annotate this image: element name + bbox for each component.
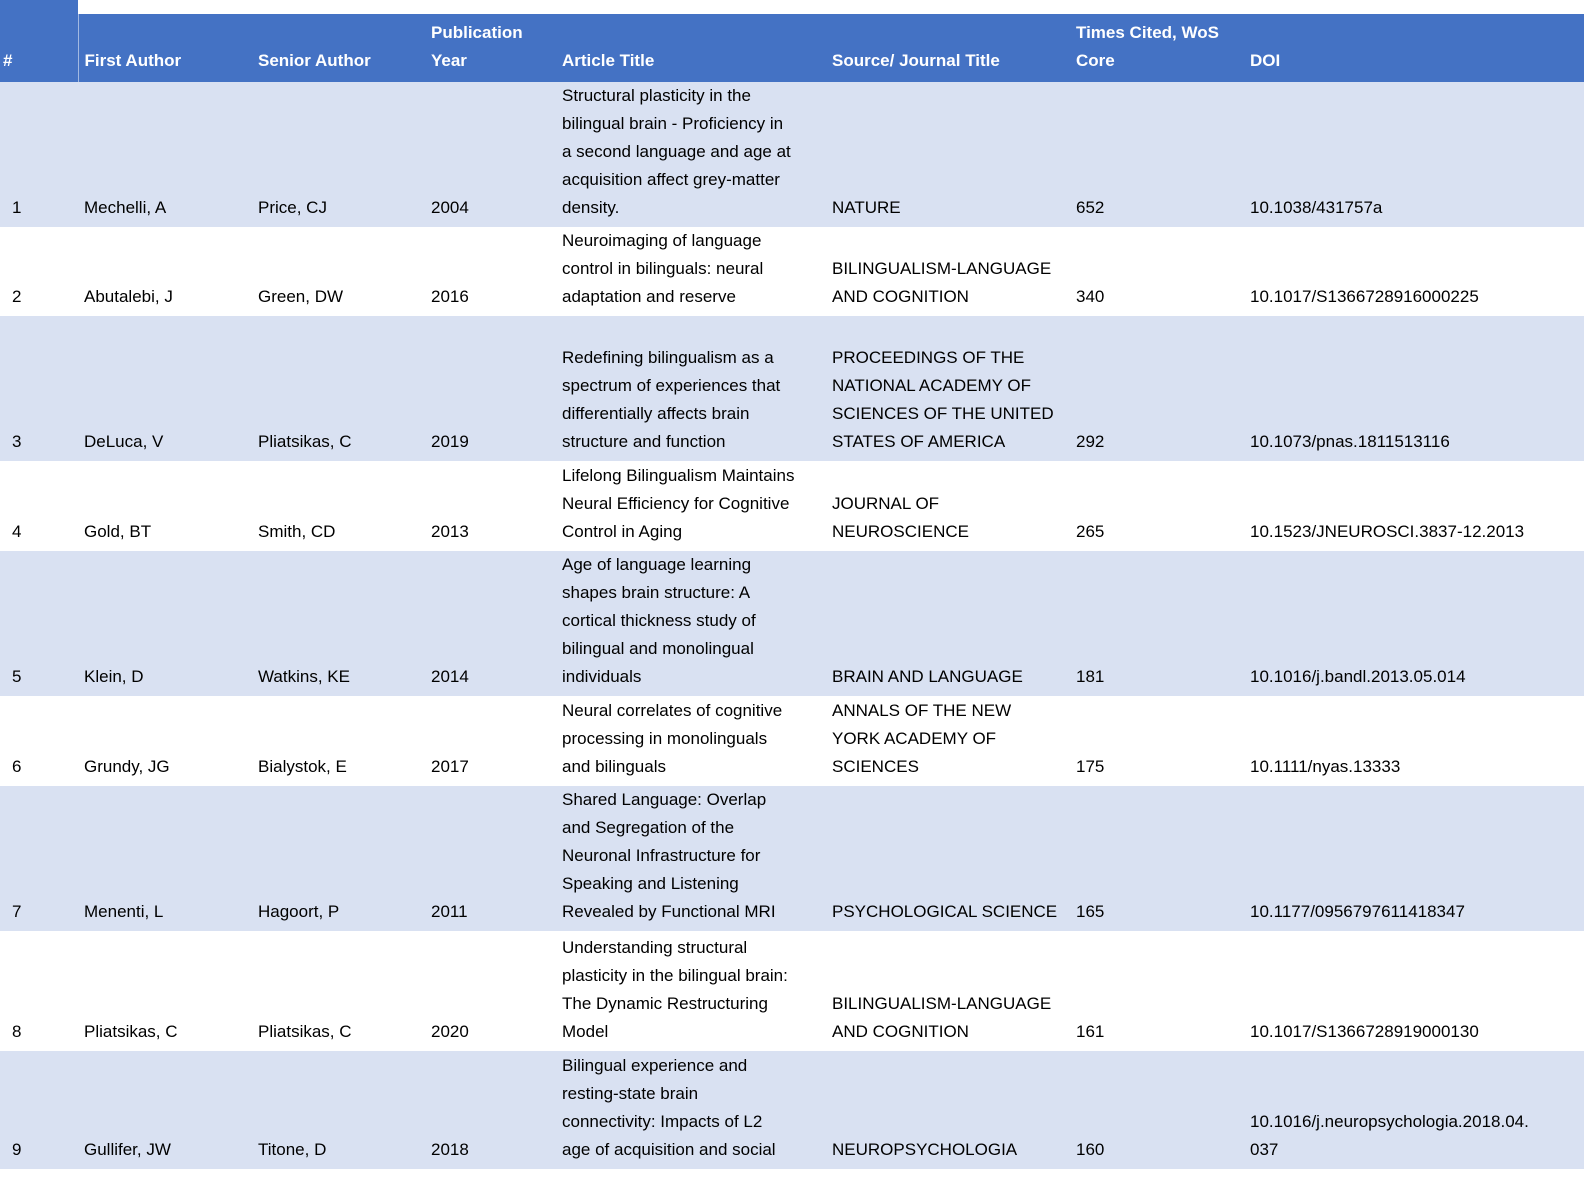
cell-doi: 10.1523/JNEUROSCI.3837-12.2013 <box>1250 522 1525 541</box>
table-row: 5 Klein, D Watkins, KE 2014 Age of langu… <box>0 551 1584 696</box>
table-row: 1 Mechelli, A Price, CJ 2004 Structural … <box>0 82 1584 227</box>
table-row: 4 Gold, BT Smith, CD 2013 Lifelong Bilin… <box>0 461 1584 551</box>
cell-rank: 9 <box>12 1140 22 1159</box>
table-row: 2 Abutalebi, J Green, DW 2016 Neuroimagi… <box>0 227 1584 316</box>
cell-source-journal: BILINGUALISM-LANGUAGE AND COGNITION <box>832 259 1052 306</box>
cell-rank: 4 <box>12 522 22 541</box>
col-header-rank: # <box>0 14 79 82</box>
cell-times-cited: 292 <box>1076 432 1105 451</box>
cell-source-journal: ANNALS OF THE NEW YORK ACADEMY OF SCIENC… <box>832 701 1012 776</box>
col-header-source-journal: Source/ Journal Title <box>826 14 1070 82</box>
cell-publication-year: 2004 <box>431 198 469 217</box>
cell-publication-year: 2017 <box>431 757 469 776</box>
cell-article-title: Structural plasticity in the bilingual b… <box>562 86 791 217</box>
col-header-doi: DOI <box>1244 14 1584 82</box>
cell-article-title: Age of language learning shapes brain st… <box>562 555 756 686</box>
cell-rank: 7 <box>12 902 22 921</box>
cell-doi: 10.1017/S1366728916000225 <box>1250 287 1479 306</box>
cell-rank: 8 <box>12 1022 22 1041</box>
cell-doi: 10.1038/431757a <box>1250 198 1383 217</box>
cell-rank: 5 <box>12 667 22 686</box>
cell-times-cited: 175 <box>1076 757 1105 776</box>
cell-source-journal: NEUROPSYCHOLOGIA <box>832 1140 1018 1159</box>
cell-source-journal: BRAIN AND LANGUAGE <box>832 667 1023 686</box>
cell-times-cited: 652 <box>1076 198 1105 217</box>
cell-doi: 10.1017/S1366728919000130 <box>1250 1022 1479 1041</box>
cell-first-author: Klein, D <box>84 667 144 686</box>
cell-times-cited: 340 <box>1076 287 1105 306</box>
cell-first-author: Pliatsikas, C <box>84 1022 178 1041</box>
cell-article-title: Bilingual experience and resting-state b… <box>562 1056 776 1159</box>
cell-first-author: Abutalebi, J <box>84 287 173 306</box>
table-row: 8 Pliatsikas, C Pliatsikas, C 2020 Under… <box>0 931 1584 1051</box>
cell-times-cited: 181 <box>1076 667 1105 686</box>
cell-first-author: Gullifer, JW <box>84 1140 171 1159</box>
table-row: 6 Grundy, JG Bialystok, E 2017 Neural co… <box>0 696 1584 786</box>
cell-publication-year: 2018 <box>431 1140 469 1159</box>
cell-publication-year: 2011 <box>431 902 468 921</box>
cell-rank: 3 <box>12 432 22 451</box>
cell-article-title: Understanding structural plasticity in t… <box>562 938 788 1041</box>
cell-first-author: Menenti, L <box>84 902 164 921</box>
cell-senior-author: Green, DW <box>258 287 344 306</box>
cell-senior-author: Bialystok, E <box>258 757 347 776</box>
cell-source-journal: NATURE <box>832 198 901 217</box>
cell-rank: 6 <box>12 757 22 776</box>
header-corner-fill <box>0 0 78 15</box>
cell-publication-year: 2019 <box>431 432 469 451</box>
cell-doi: 10.1016/j.bandl.2013.05.014 <box>1250 667 1466 686</box>
col-header-publication-year: Publication Year <box>425 14 556 82</box>
cell-senior-author: Pliatsikas, C <box>258 432 352 451</box>
col-header-times-cited: Times Cited, WoS Core <box>1070 14 1244 82</box>
col-header-senior-author: Senior Author <box>252 14 425 82</box>
cell-article-title: Shared Language: Overlap and Segregation… <box>562 790 776 921</box>
cell-publication-year: 2016 <box>431 287 469 306</box>
cell-senior-author: Hagoort, P <box>258 902 340 921</box>
cell-publication-year: 2013 <box>431 522 469 541</box>
cell-source-journal: BILINGUALISM-LANGUAGE AND COGNITION <box>832 994 1052 1041</box>
col-header-article-title: Article Title <box>556 14 826 82</box>
cell-times-cited: 160 <box>1076 1140 1105 1159</box>
cited-articles-table: # First Author Senior Author Publication… <box>0 14 1584 1169</box>
cell-publication-year: 2020 <box>431 1022 469 1041</box>
cell-source-journal: PROCEEDINGS OF THE NATIONAL ACADEMY OF S… <box>832 348 1054 451</box>
table-row: 9 Gullifer, JW Titone, D 2018 Bilingual … <box>0 1051 1584 1169</box>
cell-first-author: Mechelli, A <box>84 198 167 217</box>
cell-rank: 1 <box>12 198 22 217</box>
table-row: 3 DeLuca, V Pliatsikas, C 2019 Redefinin… <box>0 316 1584 461</box>
cell-first-author: Grundy, JG <box>84 757 170 776</box>
cell-first-author: DeLuca, V <box>84 432 164 451</box>
cell-article-title: Redefining bilingualism as a spectrum of… <box>562 348 781 451</box>
cell-source-journal: PSYCHOLOGICAL SCIENCE <box>832 902 1058 921</box>
cell-senior-author: Smith, CD <box>258 522 336 541</box>
cell-source-journal: JOURNAL OF NEUROSCIENCE <box>832 494 969 541</box>
cell-times-cited: 165 <box>1076 902 1105 921</box>
cell-senior-author: Titone, D <box>258 1140 327 1159</box>
cell-doi: 10.1177/0956797611418347 <box>1250 902 1465 921</box>
cell-first-author: Gold, BT <box>84 522 152 541</box>
cell-rank: 2 <box>12 287 22 306</box>
cell-times-cited: 265 <box>1076 522 1105 541</box>
cell-doi: 10.1111/nyas.13333 <box>1250 757 1401 776</box>
header-row: # First Author Senior Author Publication… <box>0 14 1584 82</box>
cell-senior-author: Watkins, KE <box>258 667 350 686</box>
cell-times-cited: 161 <box>1076 1022 1105 1041</box>
table-row: 7 Menenti, L Hagoort, P 2011 Shared Lang… <box>0 786 1584 931</box>
cell-article-title: Neuroimaging of language control in bili… <box>562 231 764 306</box>
col-header-first-author: First Author <box>78 14 252 82</box>
cell-article-title: Lifelong Bilingualism Maintains Neural E… <box>562 466 795 541</box>
cell-publication-year: 2014 <box>431 667 469 686</box>
cell-senior-author: Pliatsikas, C <box>258 1022 352 1041</box>
cell-doi: 10.1073/pnas.1811513116 <box>1250 432 1450 451</box>
cell-senior-author: Price, CJ <box>258 198 327 217</box>
cell-doi: 10.1016/j.neuropsychologia.2018.04.037 <box>1250 1112 1529 1159</box>
cell-article-title: Neural correlates of cognitive processin… <box>562 701 783 776</box>
